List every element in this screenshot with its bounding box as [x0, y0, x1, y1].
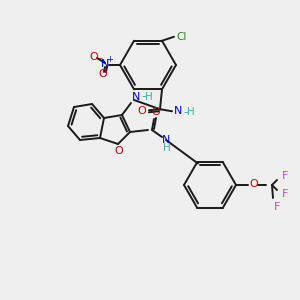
- Text: +: +: [106, 56, 113, 64]
- Text: N: N: [132, 92, 140, 102]
- Text: N: N: [174, 106, 182, 116]
- Text: -: -: [142, 91, 146, 103]
- Text: H: H: [145, 92, 153, 102]
- Text: F: F: [282, 189, 288, 199]
- Text: -: -: [184, 106, 188, 119]
- Text: N: N: [162, 135, 170, 145]
- Text: O: O: [90, 52, 98, 62]
- Text: F: F: [274, 202, 280, 212]
- Text: O: O: [250, 179, 258, 189]
- Text: O: O: [138, 106, 146, 116]
- Text: -: -: [98, 53, 102, 63]
- Text: O: O: [99, 69, 107, 79]
- Text: Cl: Cl: [177, 32, 187, 42]
- Text: H: H: [163, 143, 171, 153]
- Text: N: N: [101, 59, 109, 69]
- Text: F: F: [282, 171, 288, 181]
- Text: H: H: [187, 107, 195, 117]
- Text: O: O: [152, 107, 160, 117]
- Text: O: O: [115, 146, 123, 156]
